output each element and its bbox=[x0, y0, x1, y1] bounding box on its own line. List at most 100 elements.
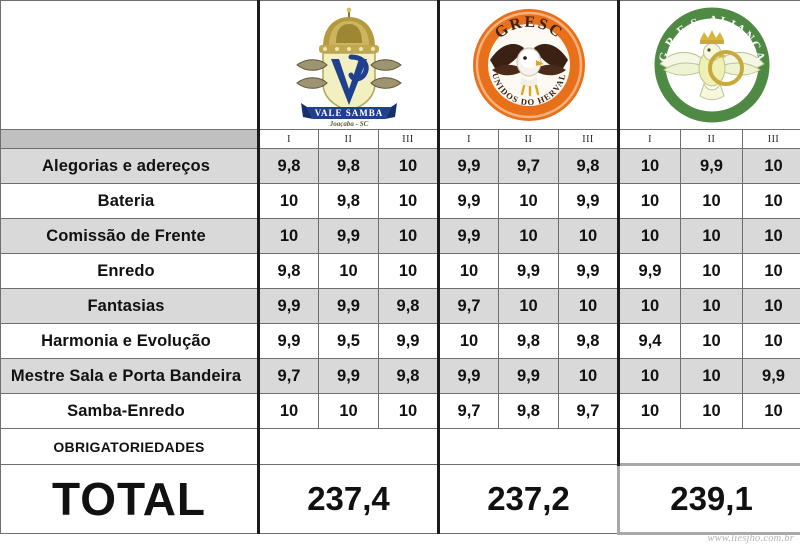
judge-header-row: I II III I II III I II III bbox=[0, 129, 800, 149]
score-cell: 10 bbox=[437, 323, 499, 359]
score-cell: 9,8 bbox=[378, 288, 439, 324]
score-cell: 10 bbox=[680, 183, 744, 219]
judge-header-vale-3: III bbox=[378, 129, 439, 149]
table-row: Comissão de Frente 10 9,9 10 9,9 10 10 1… bbox=[0, 218, 800, 254]
table-row: Harmonia e Evolução 9,9 9,5 9,9 10 9,8 9… bbox=[0, 323, 800, 359]
score-cell: 10 bbox=[742, 183, 800, 219]
score-cell: 9,8 bbox=[378, 358, 439, 394]
score-cell: 10 bbox=[498, 218, 559, 254]
logo-cell-alianca: G.R.E.S. ALIANÇA 1994 bbox=[617, 0, 800, 130]
total-row: TOTAL 237,4 237,2 239,1 bbox=[0, 463, 800, 535]
total-label: TOTAL bbox=[0, 464, 259, 534]
score-cell: 9,9 bbox=[498, 253, 559, 289]
score-cell: 9,8 bbox=[318, 148, 379, 184]
score-cell: 10 bbox=[742, 148, 800, 184]
criterion-label: Comissão de Frente bbox=[0, 218, 259, 254]
score-cell: 9,9 bbox=[557, 183, 620, 219]
score-cell: 10 bbox=[257, 183, 319, 219]
score-cell: 10 bbox=[680, 393, 744, 429]
score-cell: 9,9 bbox=[257, 323, 319, 359]
svg-text:VALE SAMBA: VALE SAMBA bbox=[314, 108, 383, 118]
obligations-gresc bbox=[436, 428, 620, 465]
judge-header-alianca-3: III bbox=[742, 129, 800, 149]
table-row: Samba-Enredo 10 10 10 9,7 9,8 9,7 10 10 … bbox=[0, 393, 800, 429]
score-cell: 10 bbox=[680, 323, 744, 359]
score-cell: 10 bbox=[498, 183, 559, 219]
score-cell: 9,8 bbox=[318, 183, 379, 219]
score-cell: 9,9 bbox=[680, 148, 744, 184]
obligations-alianca bbox=[617, 428, 800, 465]
score-cell: 9,9 bbox=[437, 358, 499, 394]
score-cell: 10 bbox=[557, 288, 620, 324]
total-value-gresc: 237,2 bbox=[436, 464, 620, 534]
score-cell: 10 bbox=[378, 183, 439, 219]
score-cell: 9,7 bbox=[437, 393, 499, 429]
score-cell: 10 bbox=[742, 288, 800, 324]
total-value-vale: 237,4 bbox=[257, 464, 439, 534]
score-cell: 10 bbox=[437, 253, 499, 289]
judge-header-gresc-2: II bbox=[498, 129, 559, 149]
score-cell: 9,8 bbox=[257, 253, 319, 289]
score-cell: 10 bbox=[557, 218, 620, 254]
score-cell: 10 bbox=[617, 358, 682, 394]
logo-cell-gresc: GRESC UNIDOS DO HERVAL bbox=[436, 0, 620, 130]
obligations-row: OBRIGATORIEDADES bbox=[0, 428, 800, 465]
score-cell: 10 bbox=[680, 218, 744, 254]
score-cell: 10 bbox=[742, 323, 800, 359]
score-cell: 10 bbox=[742, 393, 800, 429]
table-row: Bateria 10 9,8 10 9,9 10 9,9 10 10 10 bbox=[0, 183, 800, 219]
score-cell: 10 bbox=[742, 218, 800, 254]
vale-samba-logo-icon: VALE SAMBA Joaçaba - SC bbox=[260, 2, 437, 128]
score-cell: 9,9 bbox=[318, 288, 379, 324]
judge-header-gresc-3: III bbox=[557, 129, 620, 149]
criterion-label: Enredo bbox=[0, 253, 259, 289]
score-cell: 10 bbox=[498, 288, 559, 324]
score-cell: 10 bbox=[257, 393, 319, 429]
score-cell: 9,9 bbox=[437, 218, 499, 254]
score-cell: 9,9 bbox=[557, 253, 620, 289]
criterion-label: Fantasias bbox=[0, 288, 259, 324]
score-cell: 10 bbox=[617, 288, 682, 324]
score-cell: 9,8 bbox=[257, 148, 319, 184]
score-cell: 10 bbox=[318, 253, 379, 289]
score-cell: 9,4 bbox=[617, 323, 682, 359]
score-cell: 9,7 bbox=[437, 288, 499, 324]
corner-cell bbox=[0, 0, 259, 130]
score-cell: 9,8 bbox=[557, 323, 620, 359]
score-cell: 9,7 bbox=[257, 358, 319, 394]
score-cell: 9,7 bbox=[557, 393, 620, 429]
logo-header-row: VALE SAMBA Joaçaba - SC bbox=[0, 0, 800, 130]
judge-header-gresc-1: I bbox=[437, 129, 499, 149]
table-row: Enredo 9,8 10 10 10 9,9 9,9 9,9 10 10 bbox=[0, 253, 800, 289]
score-cell: 9,8 bbox=[557, 148, 620, 184]
score-cell: 9,5 bbox=[318, 323, 379, 359]
corner-cell-2 bbox=[0, 129, 259, 149]
score-cell: 10 bbox=[617, 393, 682, 429]
score-cell: 10 bbox=[680, 253, 744, 289]
gresc-logo-icon: GRESC UNIDOS DO HERVAL bbox=[440, 2, 617, 128]
alianca-logo-icon: G.R.E.S. ALIANÇA 1994 bbox=[620, 2, 800, 128]
score-cell: 9,9 bbox=[318, 358, 379, 394]
criterion-label: Bateria bbox=[0, 183, 259, 219]
score-cell: 10 bbox=[680, 288, 744, 324]
judge-header-vale-2: II bbox=[318, 129, 379, 149]
criterion-label: Mestre Sala e Porta Bandeira bbox=[0, 358, 259, 394]
score-cell: 10 bbox=[378, 393, 439, 429]
score-cell: 9,9 bbox=[498, 358, 559, 394]
logo-cell-vale-samba: VALE SAMBA Joaçaba - SC bbox=[257, 0, 439, 130]
obligations-vale bbox=[257, 428, 439, 465]
score-cell: 10 bbox=[557, 358, 620, 394]
score-cell: 10 bbox=[617, 183, 682, 219]
score-cell: 9,7 bbox=[498, 148, 559, 184]
score-cell: 9,8 bbox=[498, 393, 559, 429]
table-row: Mestre Sala e Porta Bandeira 9,7 9,9 9,8… bbox=[0, 358, 800, 394]
score-cell: 10 bbox=[742, 253, 800, 289]
judge-header-vale-1: I bbox=[257, 129, 319, 149]
score-cell: 10 bbox=[378, 253, 439, 289]
table-row: Alegorias e adereços 9,8 9,8 10 9,9 9,7 … bbox=[0, 148, 800, 184]
score-cell: 9,8 bbox=[498, 323, 559, 359]
score-cell: 10 bbox=[617, 148, 682, 184]
score-cell: 9,9 bbox=[257, 288, 319, 324]
